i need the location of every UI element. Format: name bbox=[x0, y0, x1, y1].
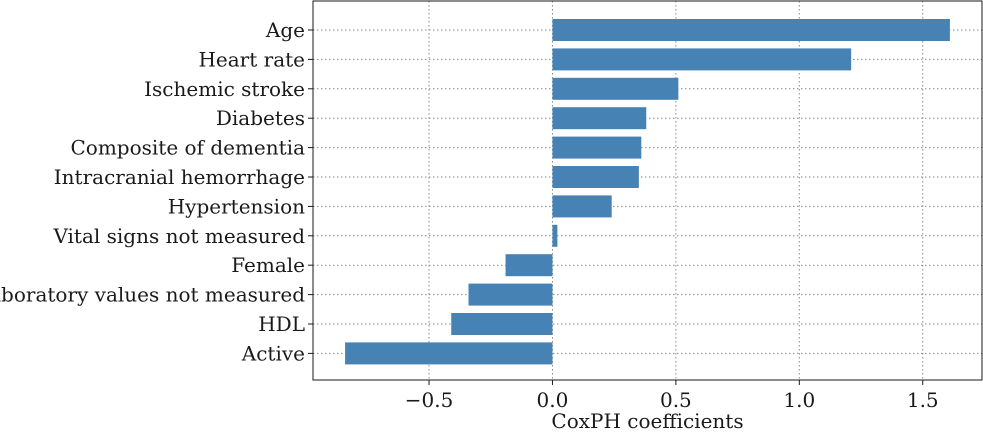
bar bbox=[451, 313, 553, 335]
bar bbox=[552, 48, 852, 71]
x-tick-label: −0.5 bbox=[405, 388, 454, 412]
category-label: Intracranial hemorrhage bbox=[54, 165, 305, 189]
x-axis-title: CoxPH coefficients bbox=[551, 409, 743, 433]
category-label: Composite of dementia bbox=[70, 136, 305, 160]
bar bbox=[552, 195, 612, 218]
bar bbox=[552, 166, 639, 188]
bar bbox=[552, 136, 642, 159]
x-tick-label: 1.0 bbox=[783, 388, 815, 412]
bar bbox=[552, 107, 647, 130]
category-label: Hypertension bbox=[168, 194, 305, 218]
bar bbox=[552, 77, 679, 100]
category-label: Diabetes bbox=[216, 106, 305, 130]
x-tick-label: 0.0 bbox=[537, 388, 569, 412]
category-label: Laboratory values not measured bbox=[0, 283, 305, 307]
grid-lines bbox=[313, 1, 982, 380]
bars bbox=[345, 19, 950, 365]
bar bbox=[505, 254, 553, 277]
category-label: Female bbox=[231, 253, 305, 277]
category-label: Vital signs not measured bbox=[52, 224, 305, 248]
plot-frame bbox=[312, 0, 983, 381]
category-label: Heart rate bbox=[198, 47, 305, 71]
category-label: HDL bbox=[258, 312, 305, 336]
bar bbox=[552, 224, 558, 247]
category-labels: Age Heart rate Ischemic stroke Diabetes Comp… bbox=[0, 18, 313, 365]
category-label: Ischemic stroke bbox=[144, 77, 305, 101]
bar bbox=[345, 342, 553, 365]
bar bbox=[552, 19, 950, 41]
bar bbox=[468, 283, 553, 306]
category-label: Age bbox=[265, 18, 305, 42]
x-tick-label: 1.5 bbox=[907, 388, 939, 412]
category-label: Active bbox=[241, 341, 305, 365]
x-axis-ticks: −0.5 0.0 0.5 1.0 1.5 bbox=[405, 380, 939, 412]
x-tick-label: 0.5 bbox=[660, 388, 692, 412]
